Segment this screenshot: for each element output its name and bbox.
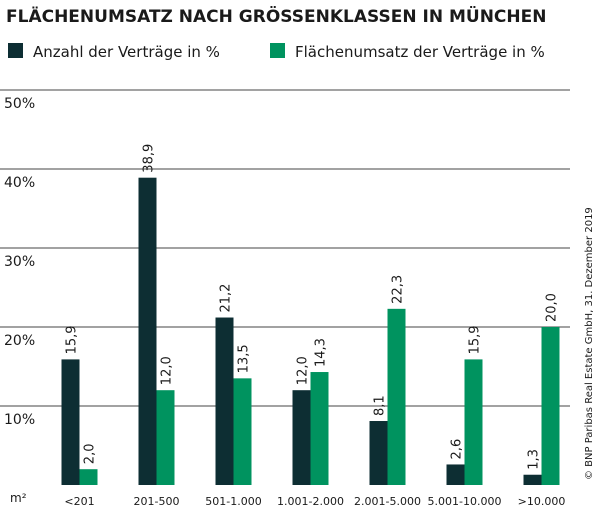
y-tick-label: 40% xyxy=(4,175,35,191)
legend-swatch xyxy=(270,43,285,58)
x-tick-label: >10.000 xyxy=(518,495,566,508)
x-tick-label: 201-500 xyxy=(134,495,180,508)
x-tick-label: 5.001-10.000 xyxy=(428,495,502,508)
y-tick-label: 30% xyxy=(4,254,35,270)
bar xyxy=(215,317,234,485)
x-tick-label: <201 xyxy=(64,495,94,508)
value-label: 2,0 xyxy=(83,444,98,465)
y-tick-label: 10% xyxy=(4,412,35,428)
x-tick-label: 2.001-5.000 xyxy=(354,495,421,508)
bar xyxy=(464,359,483,485)
value-label: 8,1 xyxy=(373,395,388,416)
legend-label: Anzahl der Verträge in % xyxy=(33,43,220,61)
legend-swatch xyxy=(8,43,23,58)
bar xyxy=(292,390,311,485)
bar xyxy=(446,464,465,485)
value-label: 1,3 xyxy=(527,449,542,470)
value-label: 20,0 xyxy=(545,293,560,322)
bar xyxy=(233,378,252,485)
bar xyxy=(138,177,157,485)
legend-label: Flächenumsatz der Verträge in % xyxy=(295,43,545,61)
y-tick-label: 20% xyxy=(4,333,35,349)
value-label: 2,6 xyxy=(450,439,465,460)
x-axis-label: m² xyxy=(10,491,27,505)
bar xyxy=(310,372,329,485)
bar xyxy=(369,421,388,485)
bar xyxy=(79,469,98,485)
value-label: 12,0 xyxy=(160,356,175,385)
value-label: 22,3 xyxy=(391,275,406,304)
value-label: 38,9 xyxy=(142,144,157,173)
y-tick-label: 50% xyxy=(4,96,35,112)
value-label: 15,9 xyxy=(65,325,80,354)
value-label: 21,2 xyxy=(219,284,234,313)
chart-title: FLÄCHENUMSATZ NACH GRÖSSENKLASSEN IN MÜN… xyxy=(6,5,546,27)
value-label: 12,0 xyxy=(296,356,311,385)
bar xyxy=(523,474,542,485)
value-label: 15,9 xyxy=(468,325,483,354)
x-tick-label: 501-1.000 xyxy=(205,495,261,508)
bar xyxy=(156,390,175,485)
bar xyxy=(387,308,406,485)
value-label: 14,3 xyxy=(314,338,329,367)
source-note: © BNP Paribas Real Estate GmbH, 31. Deze… xyxy=(584,207,595,480)
bar xyxy=(541,327,560,485)
value-label: 13,5 xyxy=(237,344,252,373)
x-tick-label: 1.001-2.000 xyxy=(277,495,344,508)
bar xyxy=(61,359,80,485)
